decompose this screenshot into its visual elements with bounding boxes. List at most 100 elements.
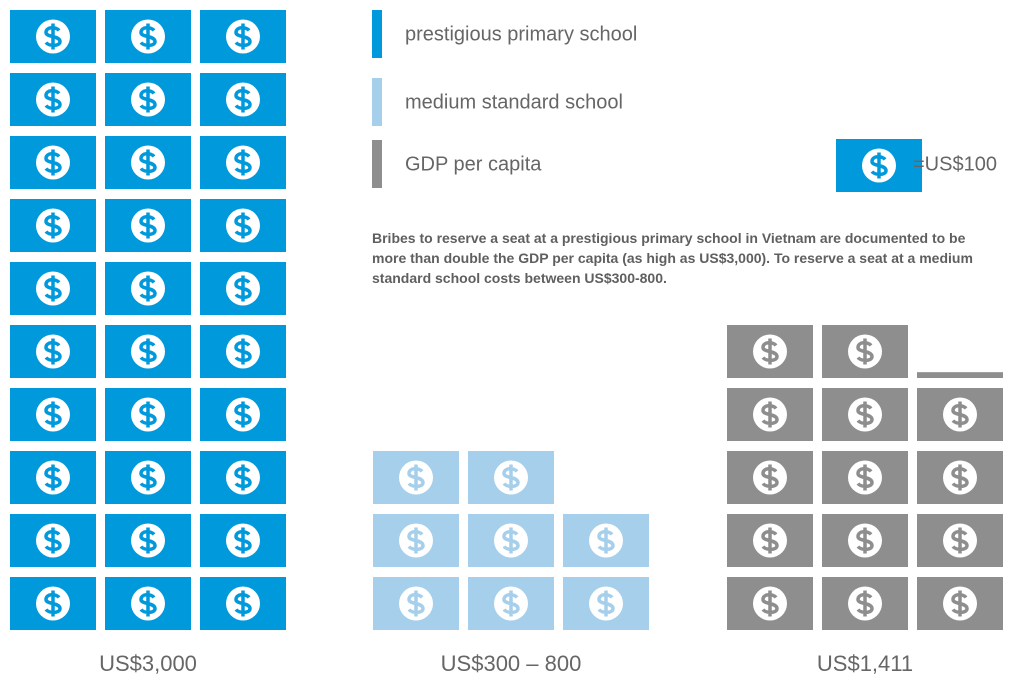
legend-label: medium standard school bbox=[405, 91, 623, 113]
dollar-sign bbox=[407, 527, 425, 554]
bill-icon bbox=[822, 451, 908, 504]
bill-icon bbox=[917, 388, 1003, 441]
bill-icon bbox=[917, 514, 1003, 567]
legend-swatch bbox=[372, 140, 382, 188]
bill-icon bbox=[10, 514, 96, 567]
dollar-sign bbox=[234, 212, 252, 239]
bill-icon bbox=[10, 388, 96, 441]
legend-swatch bbox=[372, 10, 382, 58]
bill-icon bbox=[200, 388, 286, 441]
bill-icon bbox=[105, 199, 191, 252]
dollar-sign bbox=[234, 527, 252, 554]
bill-icon bbox=[200, 325, 286, 378]
dollar-sign bbox=[234, 464, 252, 491]
dollar-sign bbox=[407, 590, 425, 617]
bill-icon bbox=[200, 73, 286, 126]
dollar-sign bbox=[761, 464, 779, 491]
bill-icon bbox=[727, 577, 813, 630]
bill-icon bbox=[105, 136, 191, 189]
dollar-sign bbox=[139, 401, 157, 428]
dollar-sign bbox=[44, 338, 62, 365]
bill-icon bbox=[105, 451, 191, 504]
dollar-sign bbox=[234, 23, 252, 50]
bill-icon bbox=[200, 262, 286, 315]
dollar-sign bbox=[856, 464, 874, 491]
dollar-sign bbox=[44, 275, 62, 302]
dollar-sign bbox=[856, 527, 874, 554]
bill-icon bbox=[105, 388, 191, 441]
dollar-sign bbox=[951, 590, 969, 617]
bill-icon bbox=[917, 577, 1003, 630]
dollar-sign bbox=[234, 590, 252, 617]
dollar-sign bbox=[139, 149, 157, 176]
dollar-sign bbox=[502, 527, 520, 554]
bill-icon bbox=[10, 136, 96, 189]
dollar-sign bbox=[44, 527, 62, 554]
bill-icon bbox=[10, 577, 96, 630]
dollar-sign bbox=[856, 401, 874, 428]
value-label: US$3,000 bbox=[99, 651, 197, 676]
bill-icon bbox=[727, 514, 813, 567]
dollar-sign bbox=[951, 464, 969, 491]
value-label: US$300 – 800 bbox=[441, 651, 582, 676]
value-label: US$1,411 bbox=[817, 651, 913, 676]
bill-icon bbox=[373, 577, 459, 630]
unit-label: =US$100 bbox=[913, 153, 997, 175]
bill-icon bbox=[917, 451, 1003, 504]
dollar-sign bbox=[139, 464, 157, 491]
dollar-sign bbox=[951, 527, 969, 554]
bill-icon bbox=[105, 325, 191, 378]
dollar-sign bbox=[870, 152, 888, 179]
bill-icon bbox=[10, 73, 96, 126]
bill-icon bbox=[200, 136, 286, 189]
note: Bribes to reserve a seat at a prestigiou… bbox=[372, 230, 973, 286]
bill-icon bbox=[10, 262, 96, 315]
bill-icon bbox=[727, 388, 813, 441]
bill-icon bbox=[105, 514, 191, 567]
dollar-sign bbox=[597, 527, 615, 554]
bill-icon bbox=[200, 514, 286, 567]
dollar-sign bbox=[502, 464, 520, 491]
unit-icon bbox=[836, 139, 922, 192]
bill-icon bbox=[563, 514, 649, 567]
bill-icon bbox=[822, 577, 908, 630]
dollar-sign bbox=[761, 590, 779, 617]
bill-icon bbox=[105, 10, 191, 63]
dollar-sign bbox=[139, 275, 157, 302]
bill-icon bbox=[822, 514, 908, 567]
dollar-sign bbox=[44, 590, 62, 617]
bill-icon bbox=[373, 451, 459, 504]
bill-icon bbox=[10, 10, 96, 63]
bill-icon bbox=[468, 514, 554, 567]
bill-icon bbox=[727, 451, 813, 504]
dollar-sign bbox=[44, 23, 62, 50]
dollar-sign bbox=[139, 527, 157, 554]
dollar-sign bbox=[856, 590, 874, 617]
bill-icon bbox=[373, 514, 459, 567]
dollar-sign bbox=[234, 338, 252, 365]
bill-icon bbox=[468, 577, 554, 630]
bill-icon bbox=[563, 577, 649, 630]
legend-label: GDP per capita bbox=[405, 153, 542, 175]
dollar-sign bbox=[761, 401, 779, 428]
dollar-sign bbox=[407, 464, 425, 491]
legend-label: prestigious primary school bbox=[405, 23, 637, 45]
bill-icon bbox=[468, 451, 554, 504]
bill-partial bbox=[917, 372, 1003, 378]
bill-icon bbox=[822, 325, 908, 378]
dollar-sign bbox=[234, 86, 252, 113]
bill-icon bbox=[200, 10, 286, 63]
bill-icon bbox=[105, 262, 191, 315]
dollar-sign bbox=[44, 464, 62, 491]
bill-icon bbox=[10, 199, 96, 252]
bill-icon bbox=[10, 325, 96, 378]
dollar-sign bbox=[502, 590, 520, 617]
dollar-sign bbox=[597, 590, 615, 617]
bill-icon bbox=[200, 199, 286, 252]
dollar-sign bbox=[44, 401, 62, 428]
dollar-sign bbox=[951, 401, 969, 428]
dollar-sign bbox=[139, 23, 157, 50]
legend-swatch bbox=[372, 78, 382, 126]
